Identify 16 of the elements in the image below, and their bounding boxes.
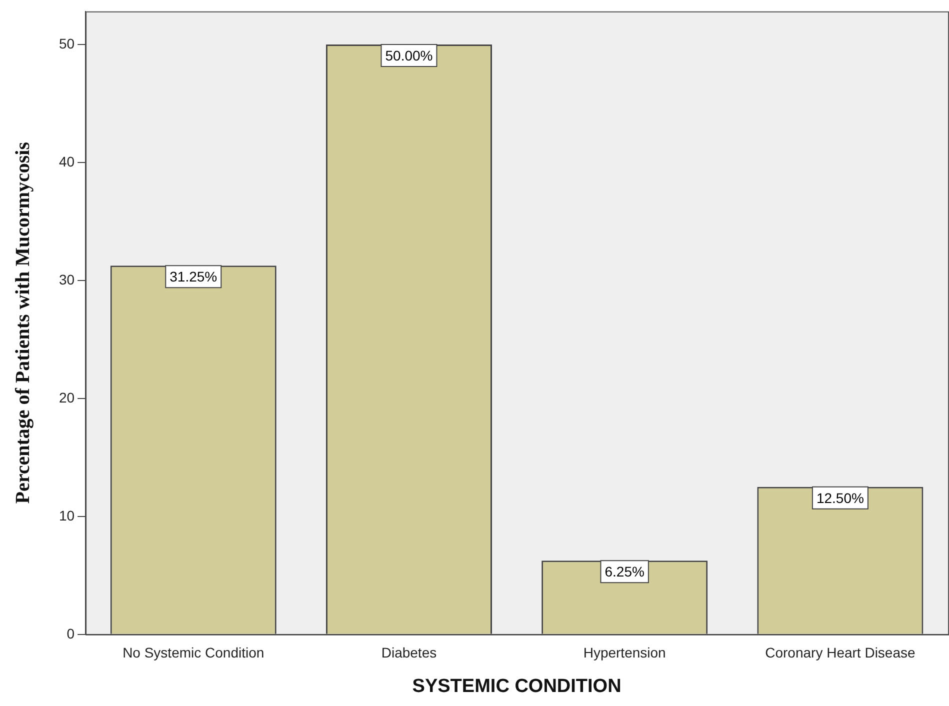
data-label: 31.25% [170,268,218,285]
y-tick-label: 20 [58,389,75,406]
x-tick-label: Coronary Heart Disease [765,644,916,661]
y-tick-label: 50 [58,35,75,52]
data-label: 50.00% [385,47,433,64]
y-tick-label: 10 [58,507,75,524]
x-tick-label: No Systemic Condition [122,644,264,661]
y-axis-title: Percentage of Patients with Mucormycosis [12,142,34,504]
x-tick-label: Diabetes [381,644,437,661]
x-tick-label: Hypertension [583,644,666,661]
data-label: 12.50% [816,490,864,506]
y-tick-label: 0 [66,625,75,642]
data-label: 6.25% [604,564,644,580]
y-tick-label: 40 [58,153,75,170]
y-tick-label: 30 [58,271,75,288]
x-axis-title: SYSTEMIC CONDITION [412,676,622,697]
